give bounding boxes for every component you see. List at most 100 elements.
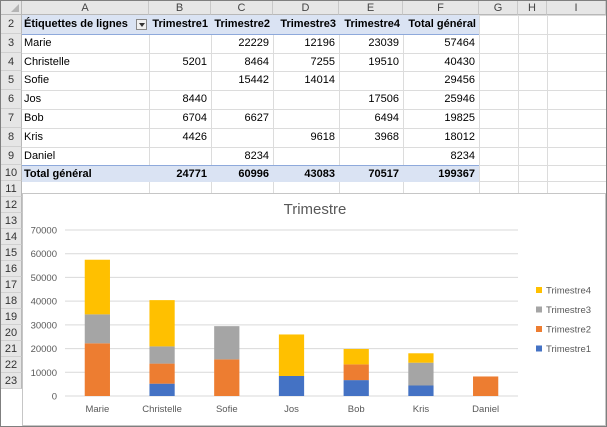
pivot-value-cell[interactable]: 5201	[182, 55, 207, 68]
pivot-value-cell[interactable]: 3968	[374, 130, 399, 143]
row-header-14[interactable]: 14	[1, 229, 22, 246]
pivot-value-cell[interactable]	[149, 147, 207, 165]
row-header-15[interactable]: 15	[1, 245, 22, 262]
row-header-2[interactable]: 2	[1, 15, 22, 34]
pivot-value-cell[interactable]: 8440	[182, 93, 207, 106]
pivot-col-header: Trimestre3	[280, 18, 336, 30]
bar-trimestre4-kris	[408, 353, 434, 363]
row-header-9[interactable]: 9	[1, 146, 22, 166]
pivot-value-cell[interactable]: 29456	[444, 74, 475, 87]
row-header-19[interactable]: 19	[1, 309, 22, 326]
column-header-i[interactable]: I	[547, 1, 606, 15]
column-header-f[interactable]: F	[403, 1, 479, 15]
column-header-h[interactable]: H	[518, 1, 547, 15]
pivot-value-cell[interactable]: 19825	[444, 112, 475, 124]
pivot-value-cell[interactable]	[339, 71, 399, 89]
pivot-row-label[interactable]: Jos	[24, 93, 42, 106]
column-header-g[interactable]: G	[479, 1, 518, 15]
row-header-18[interactable]: 18	[1, 293, 22, 310]
legend-label-trimestre1: Trimestre1	[546, 344, 591, 355]
legend-label-trimestre4: Trimestre4	[546, 286, 591, 297]
y-tick-label: 30000	[31, 320, 57, 331]
bar-trimestre4-bob	[343, 348, 369, 365]
column-header-b[interactable]: B	[149, 1, 211, 15]
pivot-total-cell: 60996	[238, 168, 269, 181]
pivot-value-cell[interactable]	[339, 147, 399, 165]
row-header-13[interactable]: 13	[1, 213, 22, 230]
legend-swatch-trimestre2	[536, 326, 542, 332]
bar-trimestre2-christelle	[149, 363, 175, 384]
pivot-value-cell[interactable]	[273, 109, 335, 127]
pivot-row-label[interactable]: Christelle	[24, 55, 70, 68]
pivot-value-cell[interactable]: 25946	[444, 93, 475, 106]
row-header-11[interactable]: 11	[1, 181, 22, 198]
pivot-total-cell: 199367	[438, 168, 475, 181]
row-header-22[interactable]: 22	[1, 357, 22, 374]
y-tick-label: 70000	[31, 226, 57, 237]
bar-trimestre1-bob	[343, 380, 369, 396]
select-all-corner[interactable]	[1, 1, 22, 15]
pivot-value-cell[interactable]: 7255	[310, 55, 335, 68]
pivot-value-cell[interactable]	[273, 147, 335, 165]
row-labels-filter-button[interactable]	[136, 19, 147, 30]
pivot-value-cell[interactable]: 6704	[182, 112, 207, 124]
pivot-value-cell[interactable]	[211, 90, 269, 108]
pivot-value-cell[interactable]	[273, 90, 335, 108]
pivot-value-cell[interactable]: 18012	[444, 130, 475, 143]
row-header-10[interactable]: 10	[1, 165, 22, 182]
pivot-value-cell[interactable]: 40430	[444, 55, 475, 68]
pivot-value-cell[interactable]: 14014	[304, 74, 335, 87]
column-header-a[interactable]: A	[22, 1, 149, 15]
pivot-value-cell[interactable]: 9618	[310, 130, 335, 143]
pivot-total-cell: 70517	[368, 168, 399, 181]
column-header-c[interactable]: C	[211, 1, 273, 15]
grid-hline	[22, 90, 606, 92]
row-header-5[interactable]: 5	[1, 71, 22, 91]
pivot-value-cell[interactable]: 8464	[244, 55, 269, 68]
column-header-e[interactable]: E	[339, 1, 403, 15]
row-header-21[interactable]: 21	[1, 341, 22, 358]
row-header-20[interactable]: 20	[1, 325, 22, 342]
row-header-17[interactable]: 17	[1, 277, 22, 294]
pivot-value-cell[interactable]: 8234	[244, 149, 269, 162]
pivot-value-cell[interactable]: 15442	[238, 74, 269, 87]
pivot-value-cell[interactable]: 17506	[368, 93, 399, 106]
pivot-col-header: Trimestre4	[344, 18, 400, 30]
y-tick-label: 0	[52, 392, 57, 403]
x-tick-label: Marie	[85, 404, 109, 415]
pivot-value-cell[interactable]: 4426	[182, 130, 207, 143]
pivot-value-cell[interactable]: 22229	[238, 36, 269, 49]
row-header-7[interactable]: 7	[1, 109, 22, 128]
pivot-row-label[interactable]: Bob	[24, 112, 44, 124]
pivot-row-label[interactable]: Daniel	[24, 149, 56, 162]
pivot-row-label[interactable]: Kris	[24, 130, 43, 143]
row-header-16[interactable]: 16	[1, 261, 22, 278]
pivot-value-cell[interactable]: 6494	[374, 112, 399, 124]
bar-trimestre4-marie	[84, 259, 110, 315]
row-header-3[interactable]: 3	[1, 33, 22, 53]
grid-hline	[22, 109, 606, 110]
pivot-value-cell[interactable]: 8234	[450, 149, 475, 162]
pivot-value-cell[interactable]: 19510	[368, 55, 399, 68]
pivot-value-cell[interactable]	[211, 128, 269, 146]
row-header-4[interactable]: 4	[1, 52, 22, 72]
pivot-value-cell[interactable]: 23039	[368, 36, 399, 49]
pivot-value-cell[interactable]	[149, 71, 207, 89]
row-header-6[interactable]: 6	[1, 90, 22, 109]
pivot-value-cell[interactable]: 6627	[244, 112, 269, 124]
column-header-d[interactable]: D	[273, 1, 339, 15]
row-header-12[interactable]: 12	[1, 197, 22, 214]
row-header-8[interactable]: 8	[1, 127, 22, 147]
pivot-value-cell[interactable]	[149, 34, 207, 52]
legend-swatch-trimestre3	[536, 306, 542, 313]
legend-swatch-trimestre4	[536, 287, 542, 293]
pivot-row-label[interactable]: Sofie	[24, 74, 50, 87]
pivot-value-cell[interactable]: 12196	[304, 36, 335, 49]
grid-hline	[22, 146, 606, 148]
pivot-value-cell[interactable]: 57464	[444, 36, 475, 49]
stacked-bar-chart[interactable]: Trimestre 0 10000 20000 30000 40000 50000 60000…	[22, 193, 606, 426]
pivot-col-header: Total général	[408, 18, 476, 30]
row-header-23[interactable]: 23	[1, 373, 22, 390]
bar-trimestre4-jos	[278, 334, 305, 376]
pivot-row-label[interactable]: Marie	[24, 36, 52, 49]
